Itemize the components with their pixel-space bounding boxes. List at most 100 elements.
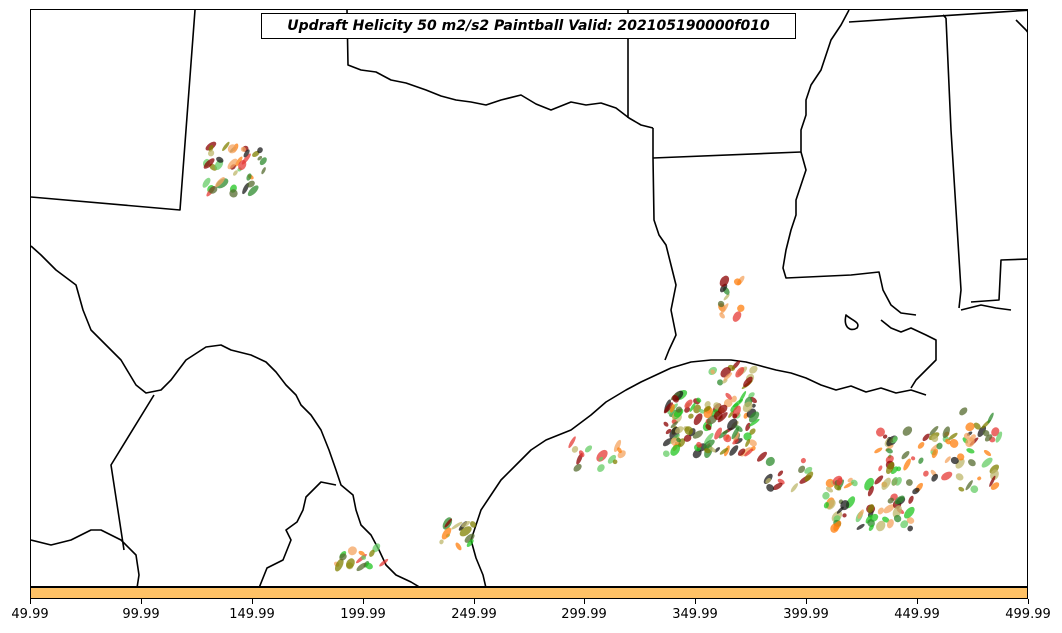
paintball-blob [903, 458, 911, 471]
paintball-blob [718, 430, 728, 439]
paintball-blob [358, 550, 365, 556]
paintball-blob [959, 407, 968, 416]
paintball-blob [674, 426, 684, 434]
x-axis-tick-label: 99.99 [122, 607, 160, 622]
paintball-blob [365, 562, 373, 570]
paintball-blob [868, 524, 874, 531]
paintball-blob [842, 513, 847, 518]
paintball-blob [732, 438, 739, 445]
tn-border [848, 10, 1027, 23]
paintball-blob [882, 516, 890, 523]
fl-border [970, 258, 1027, 303]
al-coast [960, 304, 1012, 311]
paintball-blob [742, 401, 753, 413]
paintball-blob [948, 432, 958, 440]
map-canvas [31, 10, 1027, 586]
paintball-blob [965, 437, 975, 448]
paintball-blob [464, 533, 475, 543]
paintball-blob [216, 156, 224, 163]
paintball-blob [259, 157, 267, 166]
colorbar [30, 587, 1028, 599]
paintball-blob [607, 454, 617, 464]
x-axis-tick-label: 249.99 [451, 607, 497, 622]
paintball-blob [918, 457, 924, 464]
x-axis-tick [695, 599, 696, 604]
paintball-blob [670, 421, 679, 429]
paintball-blob [990, 469, 999, 481]
paintball-blob [729, 445, 739, 456]
paintball-blob [441, 527, 452, 540]
paintball-blob [798, 465, 806, 473]
x-axis-tick-label: 349.99 [672, 607, 718, 622]
paintball-blob [836, 477, 843, 486]
paintball-blob [719, 447, 729, 455]
paintball-blob [745, 422, 751, 432]
paintball-blob [689, 402, 696, 412]
paintball-blob [766, 484, 774, 492]
paintball-blob [878, 465, 883, 472]
paintball-blob [717, 412, 728, 423]
x-axis-tick [363, 599, 364, 604]
al-ga-border [942, 14, 947, 19]
x-axis-tick [806, 599, 807, 604]
paintball-blob [822, 491, 830, 500]
paintball-blob [672, 395, 679, 403]
paintball-blob [867, 485, 874, 497]
paintball-blob [981, 457, 993, 468]
paintball-blob [247, 185, 259, 197]
paintball-blob [893, 514, 902, 523]
paintball-blob [257, 147, 263, 154]
paintball-blob [238, 160, 247, 171]
paintball-blob [252, 150, 260, 157]
paintball-blob [683, 434, 692, 442]
paintball-blob [910, 456, 916, 461]
paintball-blob [698, 408, 705, 414]
paintball-blob [369, 549, 375, 557]
paintball-blob [444, 518, 452, 528]
paintball-blob [900, 520, 909, 529]
paintball-blob [704, 432, 714, 445]
paintball-blob [882, 434, 888, 439]
paintball-blob [963, 432, 970, 439]
paintball-blob [749, 418, 760, 427]
paintball-blob [243, 149, 250, 158]
paintball-blob [663, 402, 673, 414]
paintball-blob [906, 517, 915, 524]
paintball-blob [725, 392, 732, 400]
paintball-blob [931, 448, 939, 459]
paintball-blob [865, 514, 873, 524]
gulf-coast [470, 359, 927, 586]
x-axis-tick [30, 599, 31, 604]
paintball-blob [361, 555, 367, 560]
paintball-blob [748, 439, 757, 447]
paintball-blob [748, 392, 755, 398]
paintball-blob [995, 431, 1003, 443]
paintball-blob [790, 483, 799, 493]
paintball-blob [892, 505, 902, 518]
paintball-blob [573, 463, 582, 472]
paintball-blob [856, 523, 865, 530]
paintball-blob [703, 405, 711, 412]
paintball-blob [749, 428, 756, 435]
paintball-blob [804, 471, 814, 482]
paintball-blob [982, 429, 990, 437]
paintball-blob [723, 372, 733, 381]
mx-border-a [110, 394, 155, 551]
paintball-blob [708, 446, 716, 453]
paintball-blob [744, 448, 754, 457]
paintball-blob [973, 422, 981, 430]
paintball-blob [737, 304, 745, 313]
paintball-blob [955, 473, 964, 481]
paintball-blob [757, 451, 767, 462]
x-axis-tick-label: 399.99 [783, 607, 829, 622]
paintball-blob [732, 311, 742, 322]
paintball-blob [227, 144, 238, 154]
paintball-blob [892, 435, 898, 443]
paintball-blob [705, 423, 712, 431]
paintball-blob [203, 158, 215, 169]
paintball-blob [949, 438, 959, 448]
paintball-blob [876, 427, 885, 437]
la-delta [880, 319, 937, 389]
paintball-blob [703, 439, 715, 449]
paintball-blob [670, 444, 681, 456]
